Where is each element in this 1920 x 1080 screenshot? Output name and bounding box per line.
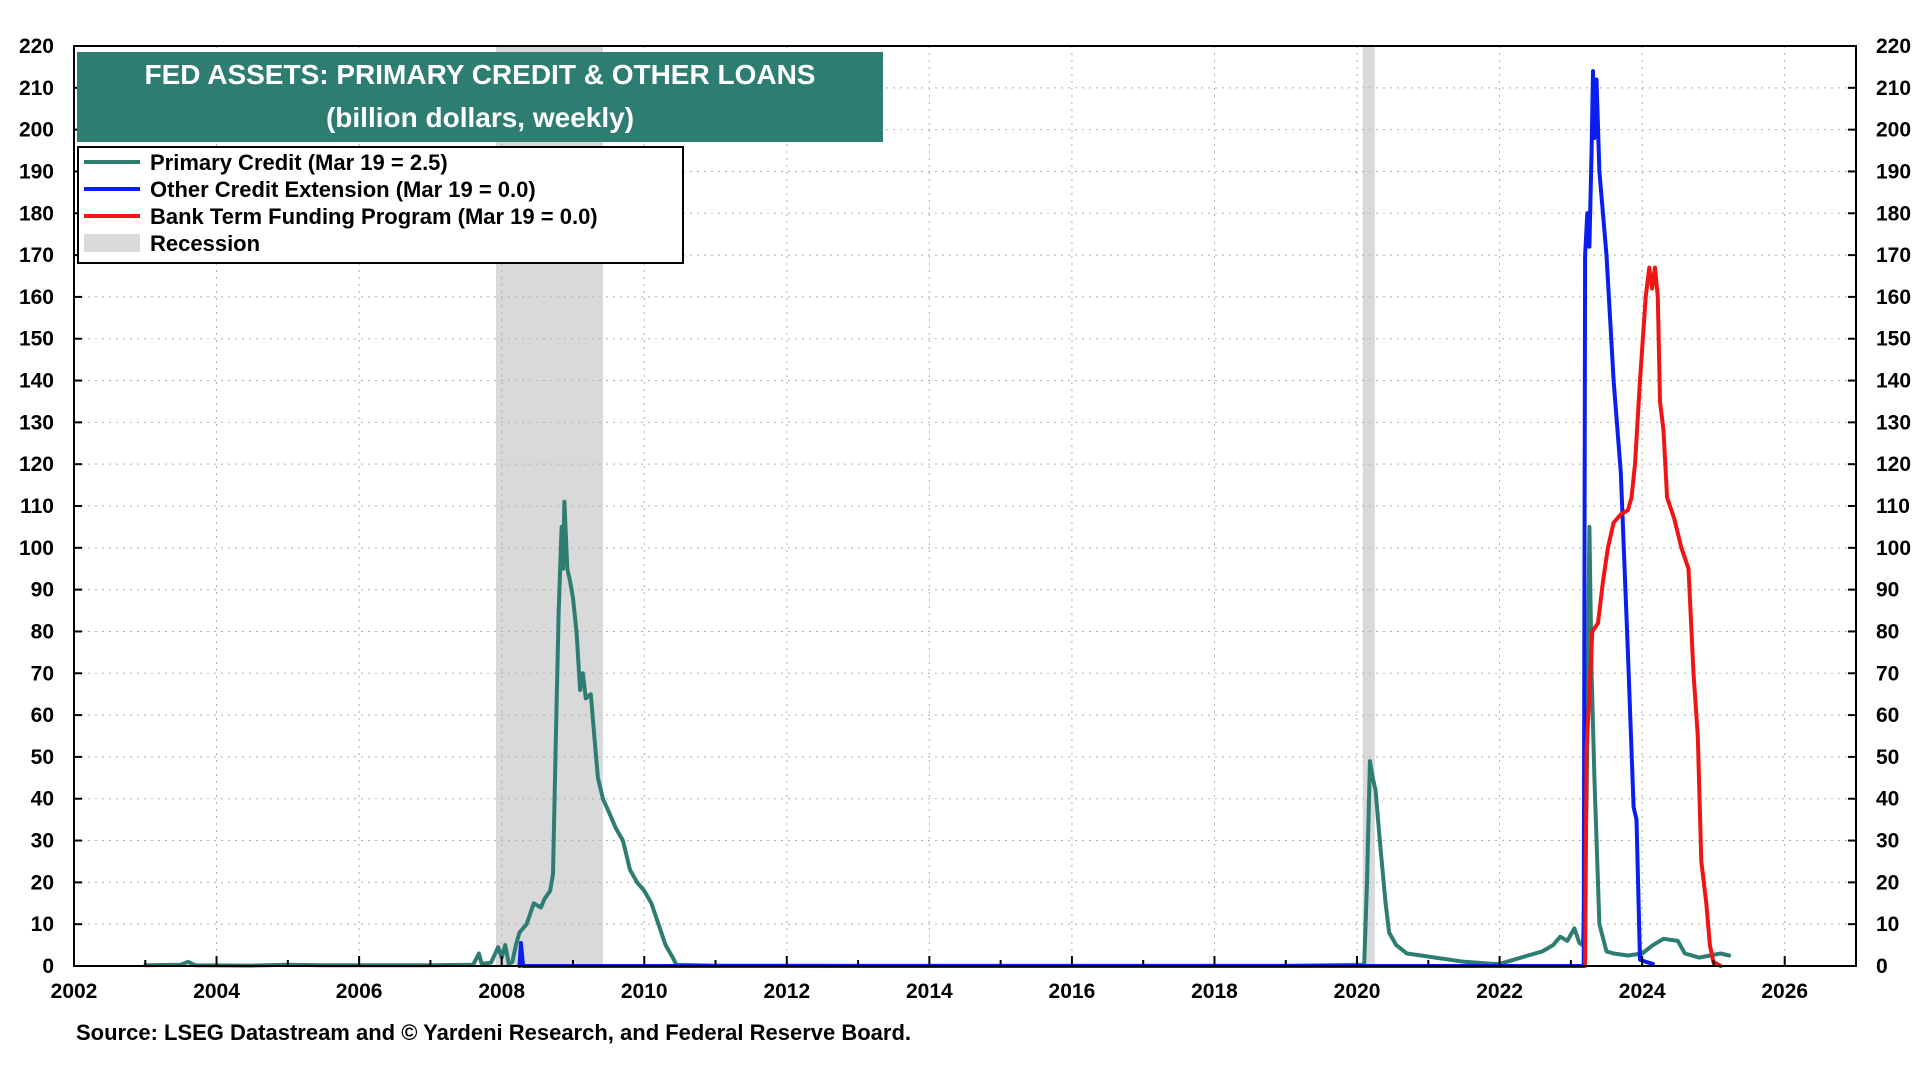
y-tick-label-left: 50 [31,746,54,769]
y-tick-label-right: 120 [1876,453,1911,476]
y-tick-label-right: 0 [1876,955,1888,978]
x-tick-label: 2002 [51,980,98,1003]
y-tick-label-right: 50 [1876,746,1899,769]
y-tick-label-left: 90 [31,579,54,602]
series-line-2 [517,69,1655,968]
y-tick-label-left: 180 [19,202,54,225]
legend-label: Other Credit Extension (Mar 19 = 0.0) [150,177,536,202]
y-tick-label-left: 210 [19,77,54,100]
y-tick-label-right: 220 [1876,35,1911,58]
x-tick-label: 2016 [1049,980,1096,1003]
legend-box: Primary Credit (Mar 19 = 2.5)Other Credi… [77,146,684,264]
y-tick-label-right: 40 [1876,788,1899,811]
x-tick-label: 2018 [1191,980,1238,1003]
y-tick-label-right: 170 [1876,244,1911,267]
y-tick-label-left: 10 [31,913,54,936]
x-tick-label: 2004 [193,980,240,1003]
y-tick-label-right: 20 [1876,871,1899,894]
source-note: Source: LSEG Datastream and © Yardeni Re… [76,1020,911,1045]
y-tick-label-right: 140 [1876,370,1911,393]
y-tick-label-left: 20 [31,871,54,894]
y-tick-label-left: 150 [19,328,54,351]
y-tick-label-right: 130 [1876,411,1911,434]
y-tick-label-left: 130 [19,411,54,434]
y-tick-label-right: 200 [1876,119,1911,142]
y-tick-label-left: 120 [19,453,54,476]
y-tick-label-left: 80 [31,620,54,643]
y-tick-label-left: 70 [31,662,54,685]
x-tick-label: 2026 [1761,980,1808,1003]
chart-title: FED ASSETS: PRIMARY CREDIT & OTHER LOANS [144,59,815,90]
y-tick-label-left: 30 [31,830,54,853]
y-tick-label-left: 110 [20,495,54,518]
y-tick-label-left: 190 [19,160,54,183]
y-tick-label-right: 90 [1876,579,1899,602]
x-tick-label: 2012 [763,980,810,1003]
y-tick-label-left: 170 [19,244,54,267]
y-tick-label-right: 210 [1876,77,1911,100]
chart-subtitle: (billion dollars, weekly) [326,102,634,133]
y-tick-label-right: 80 [1876,620,1899,643]
x-tick-label: 2010 [621,980,668,1003]
title-box: FED ASSETS: PRIMARY CREDIT & OTHER LOANS… [77,52,883,142]
y-tick-label-left: 200 [19,119,54,142]
grid-layer [74,46,1856,966]
x-tick-label: 2022 [1476,980,1523,1003]
y-tick-label-right: 190 [1876,160,1911,183]
y-tick-label-left: 160 [19,286,54,309]
y-tick-label-right: 10 [1876,913,1899,936]
y-tick-label-left: 0 [42,955,54,978]
y-tick-label-right: 70 [1876,662,1899,685]
x-tick-label: 2014 [906,980,953,1003]
y-tick-label-left: 140 [19,370,54,393]
x-tick-label: 2020 [1334,980,1381,1003]
y-tick-label-right: 110 [1876,495,1910,518]
y-tick-label-left: 60 [31,704,54,727]
legend-label: Recession [150,231,260,256]
y-tick-label-right: 160 [1876,286,1911,309]
legend-swatch-recession [84,234,140,252]
legend-label: Primary Credit (Mar 19 = 2.5) [150,150,448,175]
y-tick-label-right: 60 [1876,704,1899,727]
legend-label: Bank Term Funding Program (Mar 19 = 0.0) [150,204,598,229]
y-tick-label-right: 180 [1876,202,1911,225]
recession-band [1362,46,1375,966]
y-tick-label-left: 220 [19,35,54,58]
y-tick-label-right: 150 [1876,328,1911,351]
y-tick-label-left: 40 [31,788,54,811]
x-tick-label: 2024 [1619,980,1666,1003]
y-tick-label-right: 100 [1876,537,1911,560]
series-layer [143,69,1732,968]
y-tick-label-left: 100 [19,537,54,560]
series-line-3 [1583,265,1723,968]
y-tick-label-right: 30 [1876,830,1899,853]
series-line-1 [143,499,1732,968]
x-tick-label: 2008 [478,980,525,1003]
x-tick-label: 2006 [336,980,383,1003]
